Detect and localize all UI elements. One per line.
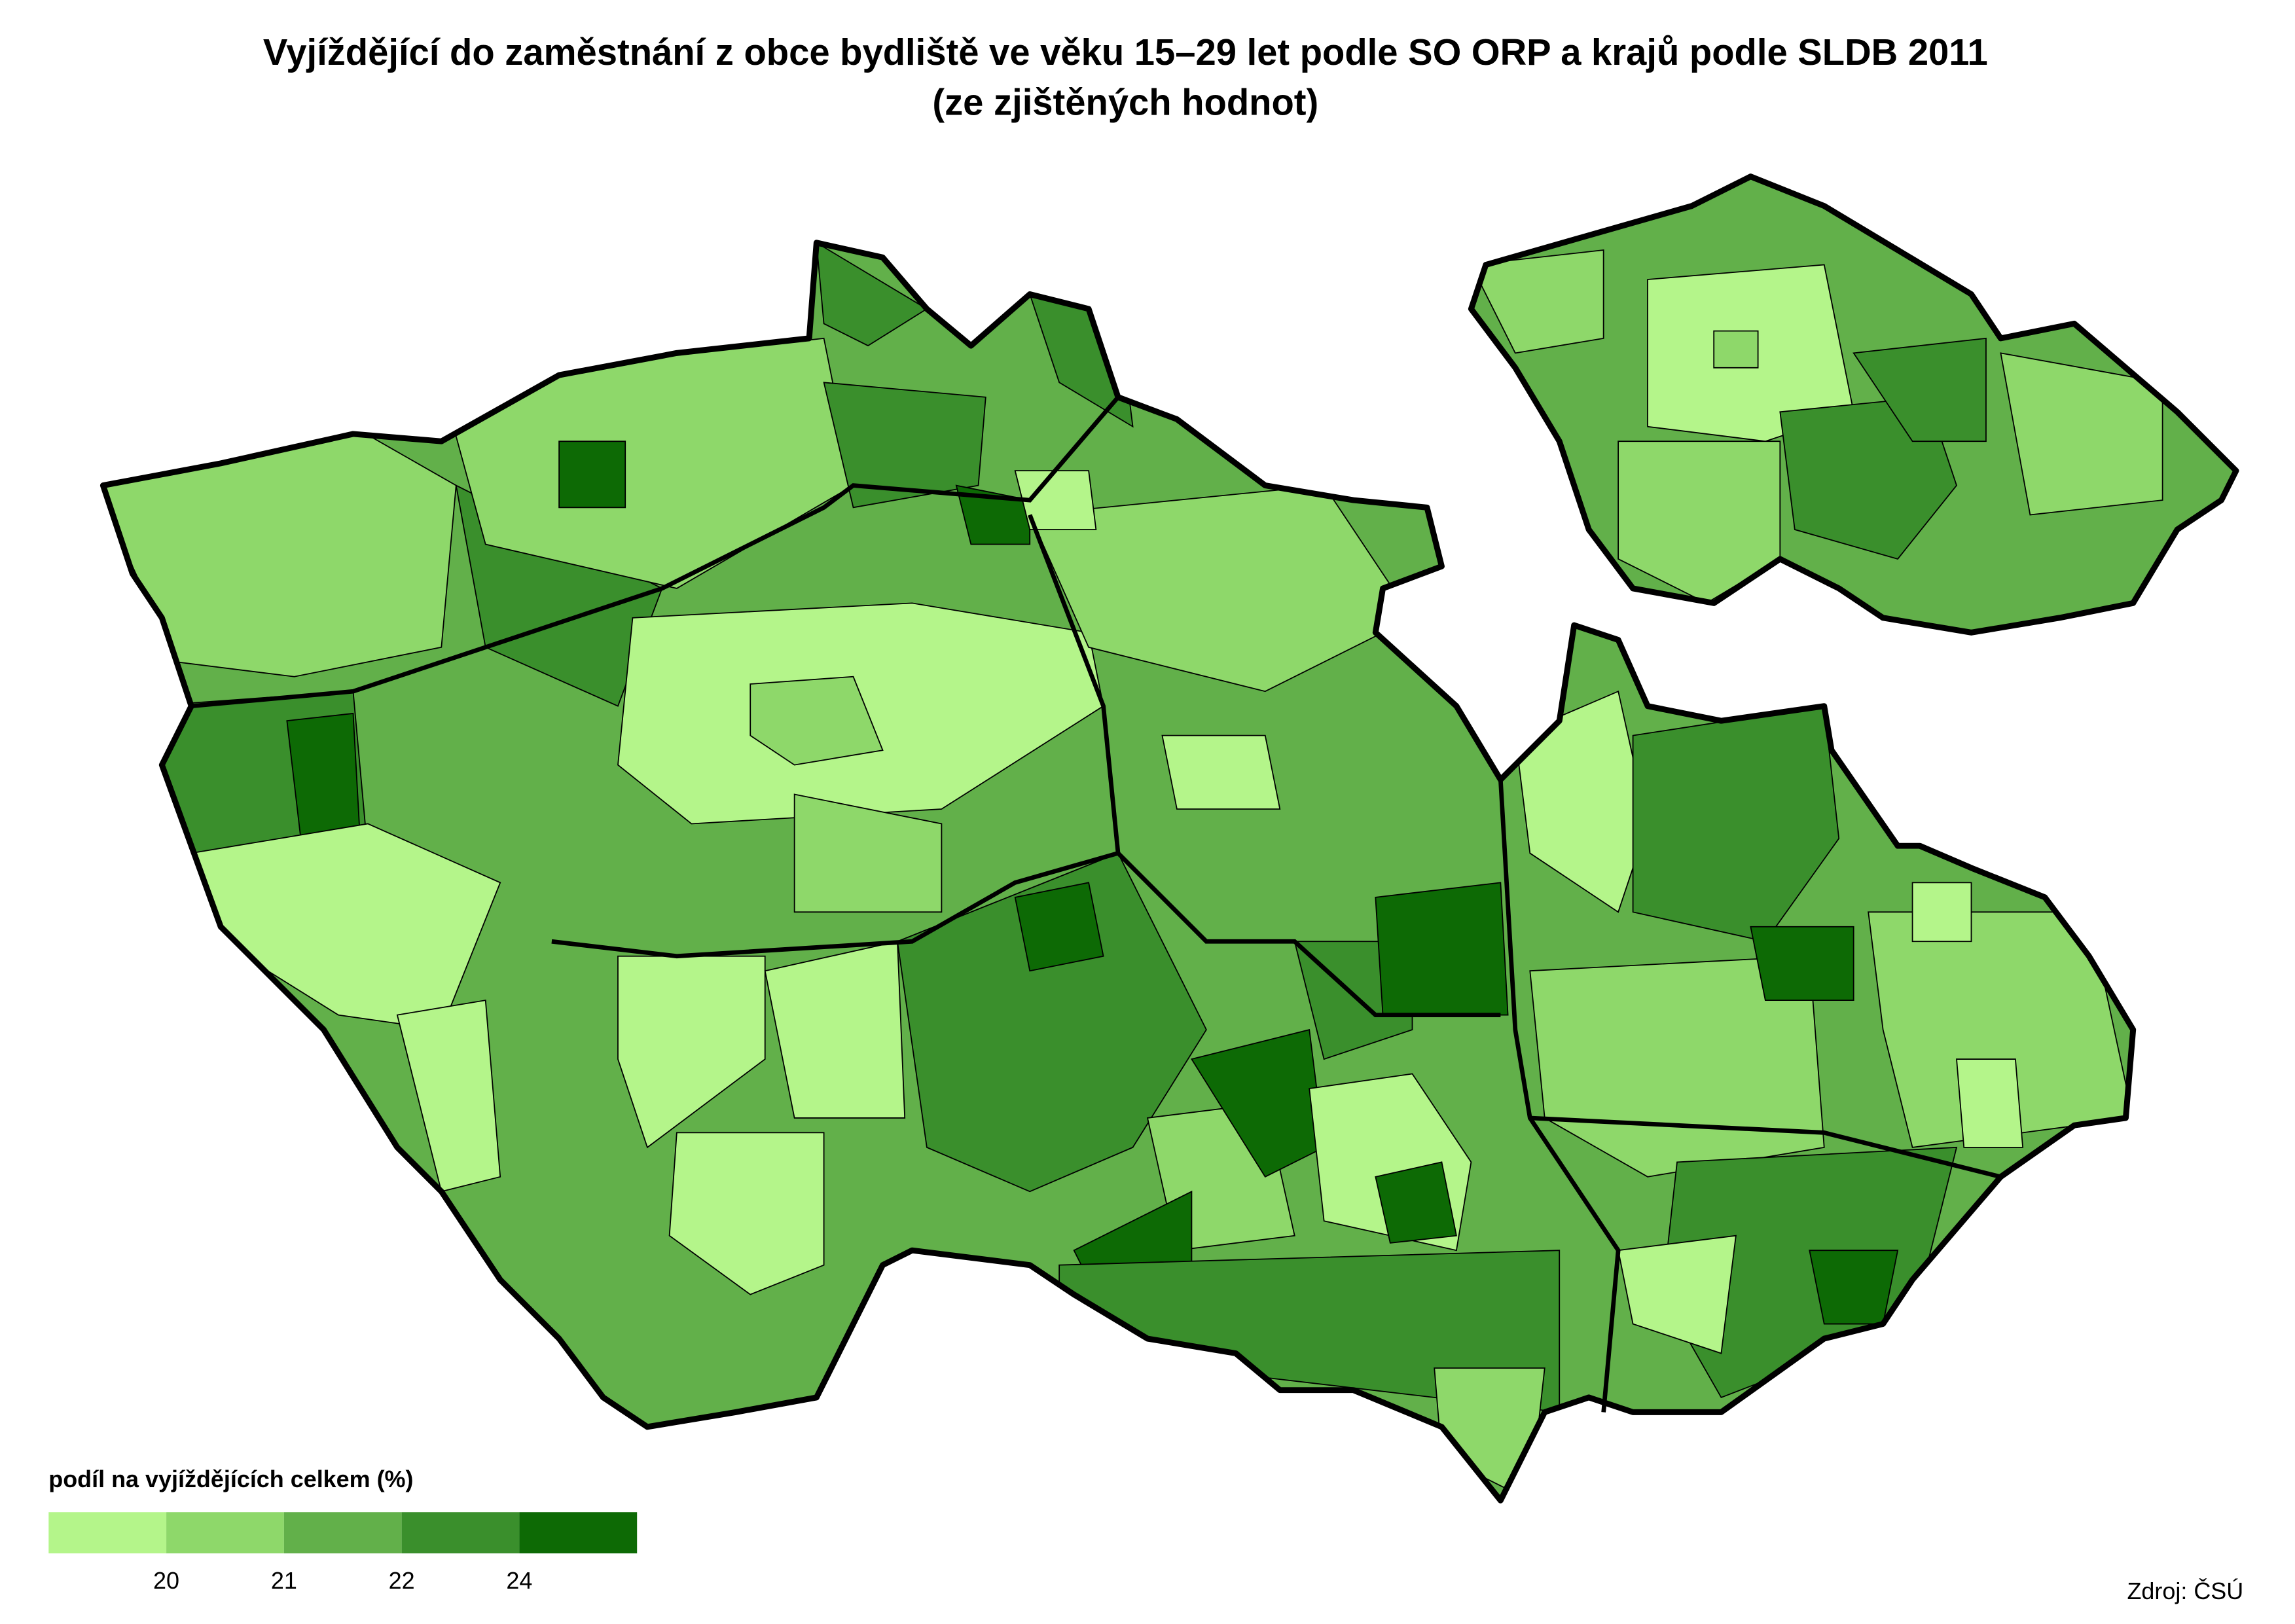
region <box>396 1000 501 1193</box>
region <box>1375 1161 1458 1244</box>
region-border <box>1028 514 1121 854</box>
region <box>1375 882 1509 1016</box>
region <box>816 242 928 347</box>
region <box>750 676 884 766</box>
region <box>764 941 906 1119</box>
legend-title: podíl na vyjíždějících celkem (%) <box>48 1466 413 1492</box>
region <box>1014 470 1097 530</box>
region <box>1750 926 1854 1001</box>
legend-swatch <box>283 1512 402 1554</box>
region <box>558 441 626 509</box>
map-title: Vyjíždějící do zaměstnání z obce bydlišt… <box>263 31 1988 73</box>
region <box>1852 337 1987 442</box>
region <box>668 1132 825 1295</box>
region-border <box>1530 1115 2002 1180</box>
region <box>793 793 943 913</box>
inset-map <box>1471 176 2236 633</box>
legend: 20 21 22 24 <box>48 1512 638 1594</box>
region <box>1868 911 2133 1148</box>
region <box>1028 484 1413 693</box>
region <box>1014 882 1104 972</box>
region <box>1911 882 1972 943</box>
inset-border <box>1468 173 2239 636</box>
legend-swatch <box>519 1512 638 1554</box>
legend-swatch <box>48 1512 167 1554</box>
legend-tick-label: 24 <box>506 1567 532 1594</box>
legend-swatch <box>401 1512 520 1554</box>
region <box>103 425 457 677</box>
legend-tick-label: 20 <box>153 1567 179 1594</box>
legend-tick-label: 21 <box>271 1567 297 1594</box>
region <box>2000 352 2163 516</box>
source: Zdroj: ČSÚ <box>2127 1578 2243 1604</box>
legend-swatch <box>166 1512 284 1554</box>
legend-tick-label: 22 <box>389 1567 415 1594</box>
map-subtitle: (ze zjištěných hodnot) <box>932 81 1318 122</box>
region <box>1809 1250 1899 1325</box>
region <box>617 955 766 1149</box>
country-border <box>99 240 2137 1504</box>
region <box>1617 1235 1737 1354</box>
region <box>1161 734 1281 810</box>
region <box>1713 330 1759 369</box>
region <box>823 382 986 509</box>
region <box>1956 1058 2024 1148</box>
region-border <box>190 395 1120 709</box>
region <box>1471 249 1604 354</box>
